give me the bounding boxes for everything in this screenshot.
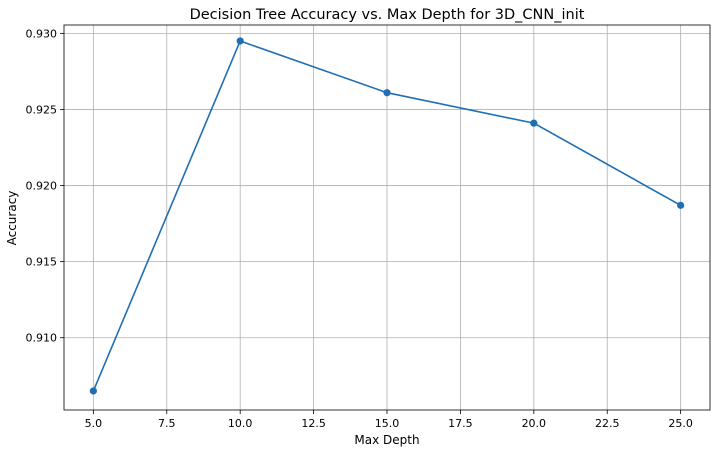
data-point [677, 201, 685, 209]
x-tick-label: 5.0 [85, 417, 103, 430]
y-tick-label: 0.930 [26, 27, 58, 40]
ticks: 5.0 7.5 10.0 12.5 15.0 17.5 20.0 22.5 25.0 0.910 0… [26, 27, 693, 430]
y-axis-label: Accuracy [5, 191, 19, 246]
x-axis-label: Max Depth [354, 433, 419, 447]
data-point [383, 89, 391, 97]
y-tick-label: 0.925 [26, 103, 58, 116]
x-tick-label: 15.0 [375, 417, 400, 430]
y-tick-label: 0.920 [26, 180, 58, 193]
x-tick-label: 25.0 [668, 417, 693, 430]
x-tick-label: 17.5 [448, 417, 473, 430]
y-tick-label: 0.915 [26, 256, 58, 269]
series [89, 37, 685, 395]
grid [64, 25, 710, 410]
x-tick-label: 22.5 [595, 417, 620, 430]
x-tick-label: 12.5 [301, 417, 326, 430]
x-tick-label: 10.0 [228, 417, 253, 430]
data-point [530, 119, 538, 127]
data-point [236, 37, 244, 45]
data-point [89, 387, 97, 395]
x-tick-label: 20.0 [522, 417, 547, 430]
x-tick-label: 7.5 [158, 417, 176, 430]
y-tick-label: 0.910 [26, 332, 58, 345]
chart-title: Decision Tree Accuracy vs. Max Depth for… [190, 7, 585, 23]
